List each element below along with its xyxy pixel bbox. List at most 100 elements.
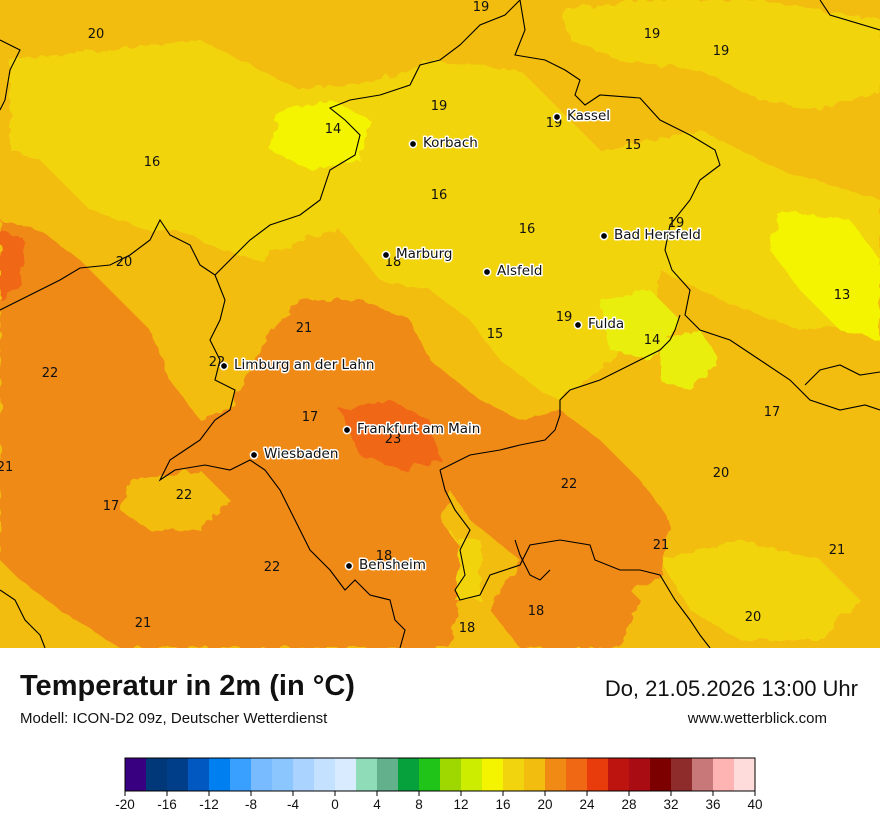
- temperature-value-label: 16: [144, 155, 161, 170]
- city-marker: Korbach: [408, 134, 479, 153]
- color-scale-box: [335, 758, 356, 791]
- temperature-value-label: 14: [325, 122, 342, 137]
- color-scale-box: [230, 758, 251, 791]
- temperature-value-label: 23: [385, 432, 402, 447]
- city-marker: Bensheim: [344, 556, 427, 575]
- color-scale-tick-label: 16: [495, 797, 510, 812]
- color-scale-box: [524, 758, 545, 791]
- city-marker: Alsfeld: [482, 262, 544, 281]
- color-scale-tick-label: 0: [331, 797, 339, 812]
- temperature-value-label: 22: [176, 488, 193, 503]
- city-marker: Frankfurt am Main: [342, 420, 482, 439]
- city-dot-icon: [219, 361, 229, 371]
- temperature-value-label: 20: [745, 610, 762, 625]
- color-scale-tick-label: -4: [287, 797, 299, 812]
- city-marker: Limburg an der Lahn: [219, 356, 376, 375]
- temperature-value-label: 15: [487, 327, 504, 342]
- color-scale-box: [188, 758, 209, 791]
- city-name-label: Wiesbaden: [264, 446, 338, 462]
- city-marker: Bad Hersfeld: [599, 226, 702, 245]
- color-scale-tick-label: -12: [199, 797, 219, 812]
- city-marker: Fulda: [573, 315, 626, 334]
- color-scale-tick-label: 12: [453, 797, 468, 812]
- color-scale-box: [209, 758, 230, 791]
- city-dot-icon: [381, 250, 391, 260]
- color-scale-box: [167, 758, 188, 791]
- color-scale-box: [671, 758, 692, 791]
- color-scale-box: [482, 758, 503, 791]
- color-scale-box: [545, 758, 566, 791]
- temperature-value-label: 18: [376, 549, 393, 564]
- temperature-value-label: 21: [296, 321, 313, 336]
- color-scale-box: [251, 758, 272, 791]
- temperature-value-label: 19: [713, 44, 730, 59]
- color-scale-tick-label: 4: [373, 797, 381, 812]
- color-scale-box: [629, 758, 650, 791]
- color-scale-tick-label: 32: [663, 797, 678, 812]
- city-dot-icon: [482, 267, 492, 277]
- color-scale-box: [293, 758, 314, 791]
- temperature-value-label: 19: [644, 27, 661, 42]
- color-scale-tick-label: 20: [537, 797, 552, 812]
- color-scale-box: [608, 758, 629, 791]
- city-dot-icon: [342, 425, 352, 435]
- color-scale-box: [734, 758, 755, 791]
- color-scale-tick-label: 36: [705, 797, 720, 812]
- city-dot-icon: [552, 112, 562, 122]
- color-scale-box: [587, 758, 608, 791]
- color-scale-tick-label: 40: [747, 797, 762, 812]
- city-dot-icon: [573, 320, 583, 330]
- color-scale-boxes: [124, 757, 756, 792]
- color-scale-box: [461, 758, 482, 791]
- city-name-label: Korbach: [423, 135, 478, 151]
- temperature-value-label: 22: [561, 477, 578, 492]
- color-scale-box: [650, 758, 671, 791]
- city-name-label: Marburg: [396, 246, 452, 262]
- color-scale-tick-label: -20: [115, 797, 135, 812]
- city-dot-icon: [344, 561, 354, 571]
- color-scale-box: [713, 758, 734, 791]
- website-link[interactable]: www.wetterblick.com: [687, 710, 827, 727]
- temperature-value-label: 15: [625, 138, 642, 153]
- color-scale-box: [692, 758, 713, 791]
- city-name-label: Bad Hersfeld: [614, 227, 701, 243]
- temperature-value-label: 16: [431, 188, 448, 203]
- city-name-label: Fulda: [588, 316, 624, 332]
- temperature-value-label: 16: [519, 222, 536, 237]
- temperature-value-label: 18: [528, 604, 545, 619]
- temperature-value-label: 17: [764, 405, 781, 420]
- temperature-value-label: 18: [459, 621, 476, 636]
- color-scale-box: [125, 758, 146, 791]
- city-name-label: Limburg an der Lahn: [234, 357, 374, 373]
- temperature-value-label: 21: [0, 460, 13, 475]
- city-name-label: Bensheim: [359, 557, 426, 573]
- temperature-value-label: 20: [713, 466, 730, 481]
- color-scale-box: [503, 758, 524, 791]
- color-scale-tick-label: -16: [157, 797, 177, 812]
- city-marker: Kassel: [552, 107, 612, 126]
- temperature-value-label: 19: [556, 310, 573, 325]
- color-scale-box: [398, 758, 419, 791]
- color-scale: -20 -16 -12 -8 -4 0 4 8 12 16 20 24 28 32 36 40: [115, 757, 763, 812]
- temperature-value-label: 21: [135, 616, 152, 631]
- model-source: Modell: ICON-D2 09z, Deutscher Wetterdie…: [20, 710, 328, 727]
- temperature-value-label: 19: [431, 99, 448, 114]
- temperature-value-label: 13: [834, 288, 851, 303]
- color-scale-tick-label: 8: [415, 797, 423, 812]
- temperature-value-label: 14: [644, 333, 661, 348]
- color-scale-box: [272, 758, 293, 791]
- temperature-value-label: 17: [302, 410, 319, 425]
- color-scale-tick-label: 24: [579, 797, 595, 812]
- city-dot-icon: [408, 139, 418, 149]
- city-marker: Marburg: [381, 245, 454, 264]
- color-scale-tick-labels: -20 -16 -12 -8 -4 0 4 8 12 16 20 24 28 32 36 40: [115, 791, 763, 812]
- temperature-value-label: 18: [385, 255, 402, 270]
- color-scale-box: [566, 758, 587, 791]
- city-markers: Kassel Korbach Marburg Alsfeld Bad Hersfeld F…: [219, 107, 702, 575]
- temperature-value-label: 17: [103, 499, 120, 514]
- city-marker: Wiesbaden: [249, 445, 340, 464]
- color-scale-box: [377, 758, 398, 791]
- temperature-map: 19 20 19 19 19 19 14 15 16 16 19 16 18 20 13 19 21 15 14 22…: [0, 0, 880, 648]
- city-name-label: Frankfurt am Main: [357, 421, 480, 437]
